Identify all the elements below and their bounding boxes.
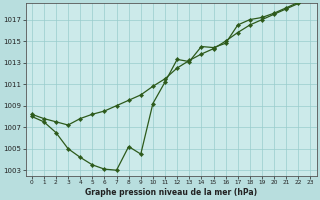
X-axis label: Graphe pression niveau de la mer (hPa): Graphe pression niveau de la mer (hPa) — [85, 188, 257, 197]
